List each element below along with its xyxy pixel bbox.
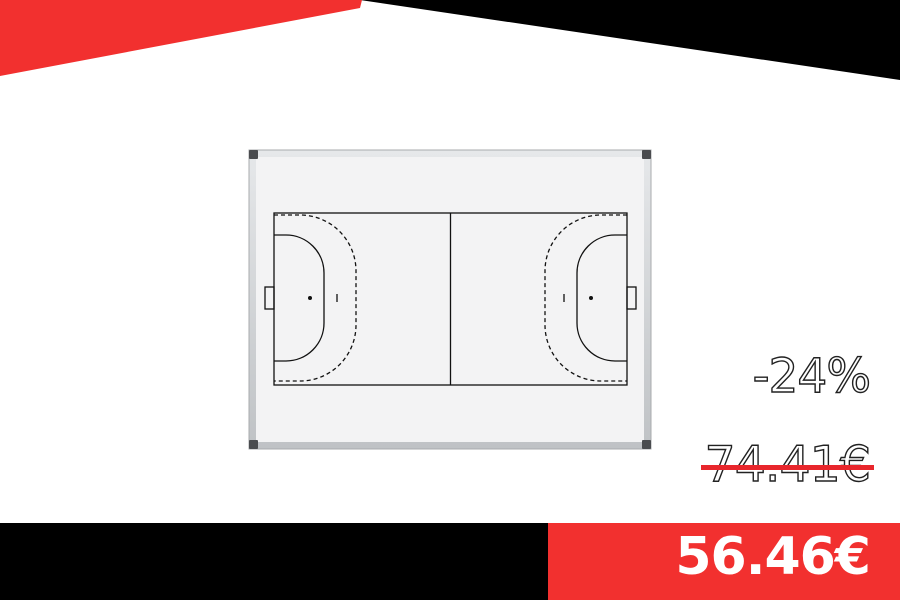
top-banner-black-stripe [360,0,900,80]
penalty-spot-right [589,296,593,300]
whiteboard-image [248,149,652,450]
frame-corner-top-right [642,150,651,159]
new-price: 56.46€ [675,527,871,587]
free-throw-line-left [274,214,357,382]
frame-corner-bottom-left [249,440,258,449]
top-banner [0,0,900,80]
top-banner-red-stripe [0,0,362,76]
old-price-strikethrough [700,465,874,470]
goal-left [264,286,275,310]
goal-area-right [576,234,627,362]
frame-corner-bottom-right [642,440,651,449]
goal-right [626,286,637,310]
old-price-container: 74.41€ [700,436,874,493]
discount-percentage: -24% [752,349,872,404]
bottom-banner-black [0,523,548,600]
handball-court [264,212,637,386]
goal-area-left [274,234,325,362]
old-price: 74.41€ [704,436,872,493]
free-throw-line-right [544,214,627,382]
bottom-banner-red [548,523,900,600]
penalty-spot-left [308,296,312,300]
frame-corner-top-left [249,150,258,159]
